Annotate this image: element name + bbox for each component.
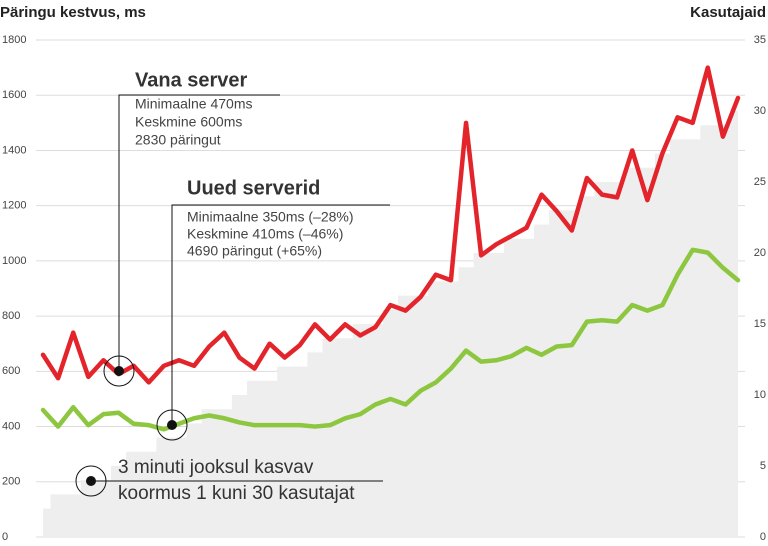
y-tick-label: 0	[2, 531, 8, 543]
series-label: Vana server	[135, 69, 248, 91]
callout-line	[118, 94, 280, 371]
y2-tick-label: 30	[754, 105, 766, 117]
y2-tick-label: 25	[754, 176, 766, 188]
y-tick-label: 1600	[2, 89, 26, 101]
marker-dot	[167, 420, 177, 430]
marker-ring	[75, 465, 107, 497]
line-layer	[40, 65, 741, 432]
series-line	[40, 65, 741, 385]
annotation: Minimaalne 470ms	[135, 96, 253, 112]
y-tick-label: 200	[2, 476, 20, 488]
series-label: Uued serverid	[187, 177, 320, 199]
marker-dot	[86, 476, 96, 486]
annotation: koormus 1 kuni 30 kasutajat	[118, 483, 355, 504]
y-tick-label: 400	[2, 420, 20, 432]
annotation: Keskmine 600ms	[135, 114, 242, 130]
y-tick-label: 1200	[2, 200, 26, 212]
y-tick-label: 600	[2, 365, 20, 377]
y2-tick-label: 35	[754, 34, 766, 46]
y-tick-label: 1000	[2, 255, 26, 267]
y2-tick-label: 15	[754, 318, 766, 330]
y2-tick-label: 5	[760, 460, 766, 472]
annotation: 2830 päringut	[135, 132, 221, 148]
y2-tick-label: 0	[760, 531, 766, 543]
y2-tick-label: 20	[754, 247, 766, 259]
y-tick-label: 1400	[2, 144, 26, 156]
y-axis-title: Päringu kestvus, ms	[0, 4, 146, 21]
annotation: Minimaalne 350ms (–28%)	[187, 209, 354, 225]
y2-tick-label: 10	[754, 389, 766, 401]
marker-ring	[103, 355, 135, 387]
callouts	[75, 94, 390, 497]
annotation: 4690 päringut (+65%)	[187, 243, 322, 259]
marker-ring	[156, 409, 188, 441]
y2-axis-title: Kasutajaid	[690, 4, 766, 21]
annotation: 3 minuti jooksul kasvav	[118, 457, 314, 478]
callout-line	[171, 204, 390, 425]
series-line	[40, 247, 741, 432]
marker-dot	[114, 366, 124, 376]
y-tick-label: 1800	[2, 34, 26, 46]
annotation: Keskmine 410ms (–46%)	[187, 226, 343, 242]
y-tick-label: 800	[2, 310, 20, 322]
